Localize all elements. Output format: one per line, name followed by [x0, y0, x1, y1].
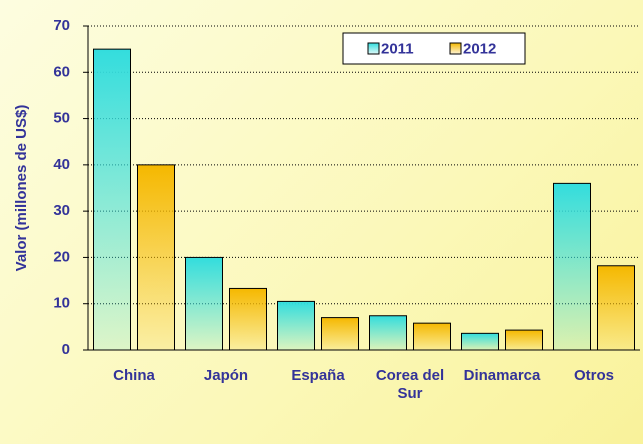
bar [597, 265, 635, 351]
y-tick-label: 20 [53, 248, 70, 265]
bar [229, 287, 267, 351]
y-tick-label: 60 [53, 63, 70, 80]
bar [413, 322, 451, 351]
x-tick-label: Corea del Sur [375, 367, 445, 402]
legend-swatch [449, 42, 462, 55]
x-tick-label: China [113, 367, 155, 384]
bar [505, 329, 543, 351]
y-tick-label: 40 [53, 156, 70, 173]
legend-label: 2012 [463, 40, 496, 57]
y-tick-label: 50 [53, 110, 70, 127]
y-tick-label: 0 [62, 341, 70, 358]
y-tick-label: 10 [53, 295, 70, 312]
bar [369, 315, 407, 351]
bar [185, 256, 223, 351]
bar [461, 332, 499, 351]
bar [93, 48, 131, 351]
y-tick-label: 30 [53, 202, 70, 219]
bar [137, 164, 175, 351]
bar [321, 317, 359, 351]
x-tick-label: Japón [203, 367, 249, 384]
bar [277, 300, 315, 351]
x-tick-label: Dinamarca [463, 367, 541, 384]
legend-swatch [367, 42, 380, 55]
y-axis-label: Valor (millones de US$) [13, 105, 30, 272]
legend-label: 2011 [381, 40, 414, 57]
x-tick-label: España [291, 367, 345, 384]
x-tick-label: Otros [573, 367, 614, 384]
bar [553, 182, 591, 351]
y-tick-label: 70 [53, 17, 70, 34]
